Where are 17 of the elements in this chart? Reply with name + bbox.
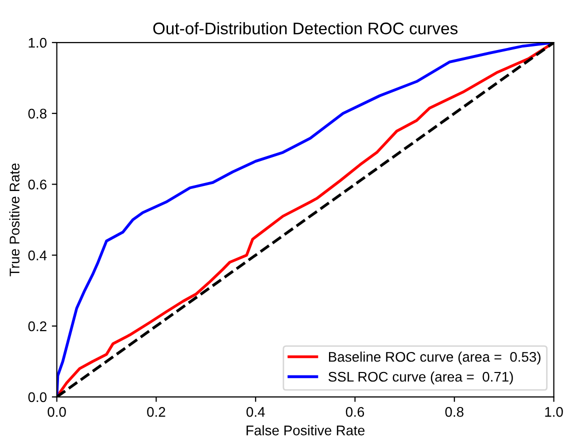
- x-tick-label: 1.0: [545, 407, 563, 417]
- y-tick-label: 1.0: [28, 38, 47, 48]
- x-tick-label: 0.4: [246, 407, 265, 417]
- x-tick-label: 0.0: [48, 407, 66, 417]
- y-tick-label: 0.8: [28, 108, 46, 119]
- y-axis-title: True Positive Rate: [9, 163, 20, 276]
- chart-title: Out-of-Distribution Detection ROC curves: [153, 22, 458, 34]
- x-tick-label: 0.2: [147, 407, 166, 417]
- y-tick-label: 0.6: [28, 180, 46, 190]
- y-tick-label: 0.2: [28, 321, 46, 332]
- legend-label: Baseline ROC curve (area = 0.53): [329, 352, 540, 365]
- x-axis-title: False Positive Rate: [246, 425, 365, 436]
- y-tick-label: 0.0: [28, 392, 47, 402]
- legend-label: SSL ROC curve (area = 0.71): [328, 371, 513, 384]
- x-tick-label: 0.8: [445, 407, 464, 417]
- x-tick-label: 0.6: [346, 407, 364, 417]
- y-tick-label: 0.4: [28, 250, 47, 260]
